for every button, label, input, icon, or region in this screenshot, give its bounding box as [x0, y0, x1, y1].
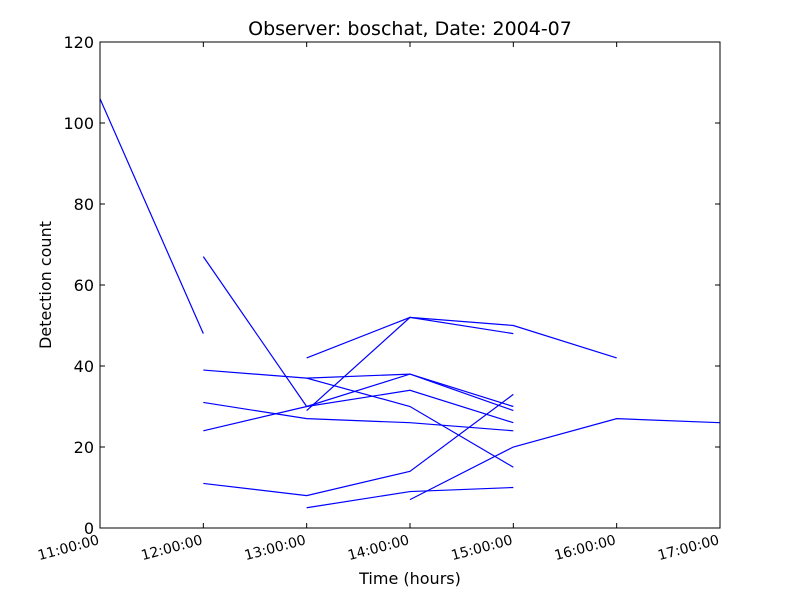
x-axis-label: Time (hours): [358, 569, 461, 588]
y-tick-label: 0: [84, 519, 94, 538]
y-tick-label: 100: [63, 114, 94, 133]
series-line-9: [306, 373, 514, 408]
series-layer: [99, 98, 721, 509]
x-tick-label: 14:00:00: [346, 532, 411, 564]
x-tick-label: 11:00:00: [36, 532, 101, 564]
series-line-8: [306, 316, 617, 411]
y-tick-label: 20: [74, 438, 94, 457]
y-tick-label: 60: [74, 276, 94, 295]
series-line-6: [203, 393, 514, 497]
y-tick-label: 80: [74, 195, 94, 214]
y-axis-label: Detection count: [36, 221, 55, 349]
ticks-layer: 0 20 40 60 80 100 120 11:00:00 12:00:00 13:00:00 1…: [36, 33, 721, 564]
x-tick-label: 16:00:00: [553, 532, 618, 564]
y-tick-label: 120: [63, 33, 94, 52]
chart-title: Observer: boschat, Date: 2004-07: [248, 18, 572, 40]
plot-area-frame: [99, 41, 721, 529]
x-tick-label: 12:00:00: [139, 532, 204, 564]
series-line-1: [99, 98, 204, 334]
series-line-3: [203, 369, 514, 468]
x-tick-label: 13:00:00: [243, 532, 308, 564]
series-line-11: [409, 418, 721, 501]
y-tick-label: 40: [74, 357, 94, 376]
series-line-4: [203, 401, 514, 432]
x-tick-label: 17:00:00: [656, 532, 721, 564]
series-line-10: [306, 486, 514, 509]
x-tick-label: 15:00:00: [449, 532, 514, 564]
series-line-5: [203, 389, 514, 432]
series-line-2: [202, 256, 514, 412]
